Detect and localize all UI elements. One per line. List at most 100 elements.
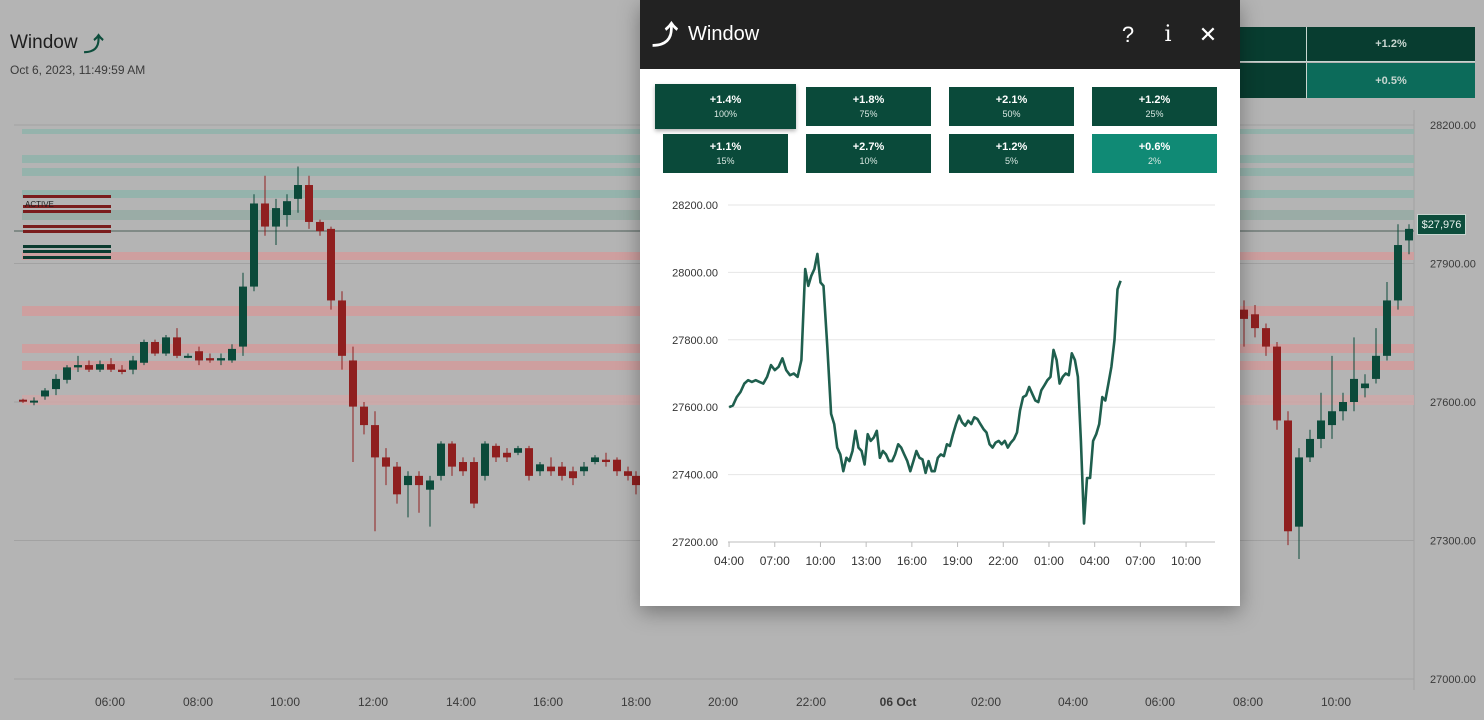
bg-candle-body <box>305 185 313 222</box>
window-tile[interactable]: +1.8% 75% <box>806 87 931 126</box>
x-tick-label: 01:00 <box>1034 554 1064 568</box>
bg-candle-body <box>569 471 577 479</box>
bg-candle-body <box>118 369 126 372</box>
window-tile[interactable]: +1.2% 5% <box>949 134 1074 173</box>
bg-candle-body <box>393 466 401 495</box>
tile-change-label: +1.1% <box>709 141 742 153</box>
app-title-text: Window <box>10 31 78 53</box>
bg-order-marker <box>23 195 111 198</box>
bg-candle-body <box>272 208 280 227</box>
tile-change-label: +0.6% <box>1138 141 1171 153</box>
window-tile[interactable]: +0.6% 2% <box>1092 134 1217 173</box>
bg-candle-body <box>327 228 335 301</box>
y-tick-label: 27200.00 <box>672 537 718 549</box>
window-tile[interactable]: +1.1% 15% <box>663 134 788 173</box>
bg-candle-body <box>1372 355 1380 379</box>
bg-candle-body <box>448 443 456 467</box>
bg-tile[interactable] <box>1236 63 1307 98</box>
bg-x-tick-label: 06:00 <box>1145 695 1175 709</box>
tile-window-label: 5% <box>1004 156 1018 166</box>
tile-change-label: +1.4% <box>709 94 742 106</box>
window-dialog: ⤴ Window ? i ✕ +1.4% 100% +1.8% 75% +2.1% 50%… <box>640 0 1240 606</box>
help-icon: ? <box>1121 21 1135 47</box>
bg-candle-body <box>547 466 555 472</box>
x-tick-label: 16:00 <box>897 554 927 568</box>
tile-window-label: 10% <box>859 156 878 166</box>
bg-candle-body <box>558 466 566 476</box>
bg-candle-body <box>151 341 159 354</box>
bg-candle-body <box>426 480 434 490</box>
bg-candle-body <box>404 475 412 486</box>
window-tile[interactable]: +1.2% 25% <box>1092 87 1217 126</box>
bg-candle-body <box>1350 378 1358 402</box>
x-tick-label: 13:00 <box>851 554 881 568</box>
bg-candle-body <box>129 360 137 370</box>
bg-candle-body <box>140 341 148 363</box>
tile-change-label: +1.2% <box>995 141 1028 153</box>
bg-candle-body <box>173 337 181 356</box>
bg-candle-body <box>632 475 640 486</box>
bg-active-label: ACTIVE <box>25 200 54 209</box>
bg-order-marker <box>23 205 111 208</box>
help-button[interactable]: ? <box>1108 15 1148 55</box>
bg-candle-body <box>1317 420 1325 439</box>
bg-candle-body <box>184 355 192 358</box>
bg-candle-body <box>536 464 544 472</box>
bg-x-tick-label: 08:00 <box>1233 695 1263 709</box>
window-tile[interactable]: +1.4% 100% <box>655 84 796 129</box>
bg-candle-body <box>228 348 236 361</box>
bg-tile[interactable] <box>1236 27 1307 62</box>
tile-window-label: 25% <box>1145 109 1164 119</box>
bg-candle-body <box>162 337 170 354</box>
x-tick-label: 04:00 <box>714 554 744 568</box>
bg-candle-body <box>107 364 115 370</box>
x-tick-label: 22:00 <box>988 554 1018 568</box>
bg-x-tick-label: 08:00 <box>183 695 213 709</box>
bg-candle-body <box>613 459 621 472</box>
bg-candle-body <box>96 364 104 370</box>
info-button[interactable]: i <box>1148 15 1188 55</box>
y-tick-label: 27400.00 <box>672 470 718 482</box>
bg-tile[interactable]: +1.2% <box>1307 27 1475 62</box>
bg-candle-body <box>1273 346 1281 421</box>
bg-candle-body <box>481 443 489 476</box>
close-button[interactable]: ✕ <box>1188 15 1228 55</box>
x-tick-label: 07:00 <box>760 554 790 568</box>
bg-y-tick-label: 28200.00 <box>1430 120 1476 132</box>
bg-candle-body <box>316 221 324 232</box>
trend-arrow-icon: ⤴ <box>652 19 679 50</box>
bg-order-marker <box>23 210 111 213</box>
bg-y-tick-label: 27600.00 <box>1430 397 1476 409</box>
tile-change-label: +1.2% <box>1138 94 1171 106</box>
bg-candle-body <box>85 365 93 370</box>
x-tick-label: 07:00 <box>1125 554 1155 568</box>
bg-candle-body <box>470 462 478 504</box>
y-tick-label: 28000.00 <box>672 267 718 279</box>
bg-x-tick-label: 10:00 <box>270 695 300 709</box>
tile-change-label: +2.1% <box>995 94 1028 106</box>
bg-candle-body <box>1251 314 1259 329</box>
bg-candle-body <box>74 365 82 368</box>
bg-y-tick-label: 27900.00 <box>1430 259 1476 271</box>
bg-x-tick-label: 14:00 <box>446 695 476 709</box>
bg-candle-body <box>63 367 71 380</box>
bg-x-tick-label: 22:00 <box>796 695 826 709</box>
tile-window-label: 75% <box>859 109 878 119</box>
window-tile[interactable]: +2.7% 10% <box>806 134 931 173</box>
window-tile[interactable]: +2.1% 50% <box>949 87 1074 126</box>
bg-candle-body <box>1284 420 1292 532</box>
bg-candle-body <box>1240 309 1248 319</box>
bg-candle-body <box>349 360 357 407</box>
app-header: Window ⤴ Oct 6, 2023, 11:49:59 AM <box>10 28 145 78</box>
bg-candle-body <box>195 351 203 361</box>
trend-arrow-icon: ⤴ <box>83 34 104 56</box>
bg-candle-body <box>1383 300 1391 356</box>
bg-tile[interactable]: +0.5% <box>1307 63 1475 98</box>
x-tick-label: 10:00 <box>1171 554 1201 568</box>
window-tile-grid: +1.4% 100% +1.8% 75% +2.1% 50% +1.2% 25% +1.1% 15… <box>640 69 1240 179</box>
bg-candle-body <box>602 459 610 463</box>
bg-x-tick-label: 18:00 <box>621 695 651 709</box>
bg-candle-body <box>250 203 258 287</box>
tile-window-label: 50% <box>1002 109 1021 119</box>
y-tick-label: 27800.00 <box>672 335 718 347</box>
